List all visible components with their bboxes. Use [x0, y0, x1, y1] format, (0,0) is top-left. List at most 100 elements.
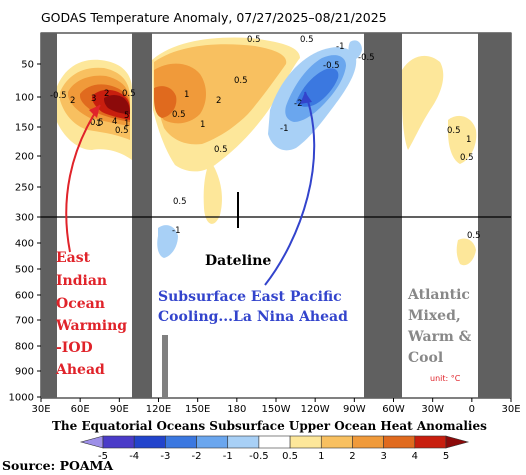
- x-tick-label: 30E: [501, 404, 520, 415]
- contour-labels: -0.5 2 3 210.5 4 10.550.5 10.5210.50.50.50.5-0…: [50, 35, 481, 241]
- colorbar-cell: [196, 435, 229, 449]
- land-mask-maritime-continent: [132, 33, 152, 398]
- contour-label: 2: [216, 96, 221, 106]
- contour-label: -1: [336, 42, 344, 52]
- x-axis: 30E 60E 90E 120E 150E 180 150W 120W 90W 60W 30W 0 30…: [31, 398, 521, 415]
- x-tick-label: 0: [469, 404, 475, 415]
- colorbar-cell: [102, 435, 135, 449]
- east-pacific-arrowhead: [300, 92, 312, 104]
- contour-label: 1: [184, 90, 189, 100]
- x-tick-label: 60W: [382, 404, 405, 415]
- contour-label: 0.5: [467, 231, 481, 241]
- contour-label: -0.5: [50, 91, 67, 101]
- colorbar-cell: [165, 435, 197, 449]
- y-tick-label: 1000: [9, 393, 34, 404]
- y-tick-label: 900: [15, 367, 34, 378]
- contour-label: -0.5: [323, 61, 340, 71]
- colorbar-cell: [414, 435, 447, 449]
- indian-ocean-arrow: [65, 104, 101, 253]
- contour-label: 3: [91, 94, 96, 104]
- contour-label: 0.5: [122, 89, 136, 99]
- x-tick-label: 150E: [185, 404, 210, 415]
- colorbar-tick-label: 2: [349, 451, 355, 462]
- contour-label: 0.5: [447, 126, 461, 136]
- colorbar-cell: [258, 435, 291, 449]
- annotation-indian-1: East: [56, 250, 91, 266]
- contour-label: 0.5: [234, 76, 248, 86]
- land-mask-africa-east: [478, 33, 511, 398]
- colorbar-cell: [383, 435, 416, 449]
- chart-subtitle: The Equatorial Oceans Subsurface Upper O…: [52, 419, 487, 433]
- land-mask-americas: [364, 33, 402, 398]
- source-label: Source: POAMA: [2, 458, 113, 473]
- x-tick-label: 60E: [71, 404, 90, 415]
- contour-label: 1: [96, 119, 101, 129]
- cool-region-north: [348, 40, 362, 60]
- y-tick-label: 400: [15, 239, 34, 250]
- contour-label: 0.5: [90, 118, 104, 128]
- contour-label: 1: [466, 135, 471, 145]
- contour-label: 0.5: [172, 110, 186, 120]
- annotation-indian-6: Ahead: [55, 362, 105, 378]
- unit-label: unit: °C: [430, 374, 461, 383]
- contour-label: 0.5: [460, 153, 474, 163]
- contour-label: 0.5: [173, 197, 187, 207]
- indian-ocean-arrowhead: [89, 105, 100, 118]
- x-tick-label: 180: [227, 404, 246, 415]
- y-tick-label: 50: [21, 60, 34, 71]
- annotation-indian-3: Ocean: [56, 296, 105, 312]
- colorbar-cell: [320, 435, 353, 449]
- land-mask-deep-sliver: [162, 335, 168, 398]
- contour-label: 5: [124, 111, 129, 121]
- heatmap-field: [55, 37, 477, 266]
- contour-label: 0.5: [300, 35, 314, 45]
- annotation-atlantic-1: Atlantic: [407, 287, 470, 303]
- colorbar-tick-label: -0.5: [249, 451, 269, 462]
- colorbar-tick-label: 0.5: [282, 451, 298, 462]
- contour-label: 2: [104, 89, 109, 99]
- contour-label: 0.5: [247, 35, 261, 45]
- colorbar-tick-label: -2: [192, 451, 202, 462]
- east-pacific-arrow: [264, 91, 316, 286]
- colorbar-tick-label: 1: [318, 451, 324, 462]
- colorbar-cell: [79, 435, 104, 449]
- annotation-indian-2: Indian: [56, 273, 107, 289]
- x-tick-label: 90W: [343, 404, 366, 415]
- warm-region-pacific-tongue: [203, 160, 222, 224]
- contour-label: -0.5: [358, 53, 375, 63]
- y-tick-label: 200: [15, 152, 34, 163]
- x-tick-label: 90E: [110, 404, 129, 415]
- warm-region-indian-peak: [104, 95, 130, 114]
- y-tick-label: 700: [15, 316, 34, 327]
- colorbar-tick-label: 5: [443, 451, 449, 462]
- cool-region-deep: [157, 225, 178, 258]
- x-tick-label: 30E: [31, 404, 50, 415]
- colorbar-tick-label: -5: [98, 451, 108, 462]
- colorbar-cell: [289, 435, 322, 449]
- annotation-atlantic-2: Mixed,: [408, 308, 461, 324]
- contour-label: 0.5: [115, 126, 129, 136]
- warm-region-pacific-hot: [154, 86, 177, 118]
- y-tick-label: 300: [15, 213, 34, 224]
- colorbar-tick-label: 3: [380, 451, 386, 462]
- annotation-indian-4: Warming: [55, 318, 127, 334]
- x-tick-label: 120W: [301, 404, 330, 415]
- contour-label: 0.5: [214, 145, 228, 155]
- x-tick-label: 30W: [421, 404, 444, 415]
- colorbar-tick-label: -3: [160, 451, 170, 462]
- annotation-dateline: Dateline: [205, 253, 271, 269]
- y-tick-label: 600: [15, 291, 34, 302]
- contour-label: 1: [200, 120, 205, 130]
- land-mask-africa: [41, 33, 57, 398]
- annotation-east-pacific-2: Cooling...La Nina Ahead: [158, 309, 348, 325]
- warm-region-atlantic: [402, 55, 444, 150]
- annotation-atlantic-3: Warm &: [407, 329, 472, 345]
- contour-label: -1: [172, 226, 180, 236]
- colorbar-tick-label: 4: [412, 451, 418, 462]
- x-tick-label: 120E: [146, 404, 171, 415]
- colorbar-cell: [133, 435, 166, 449]
- y-tick-label: 100: [15, 93, 34, 104]
- warm-region-atlantic-deep: [456, 238, 476, 266]
- annotation-indian-5: -IOD: [56, 340, 93, 356]
